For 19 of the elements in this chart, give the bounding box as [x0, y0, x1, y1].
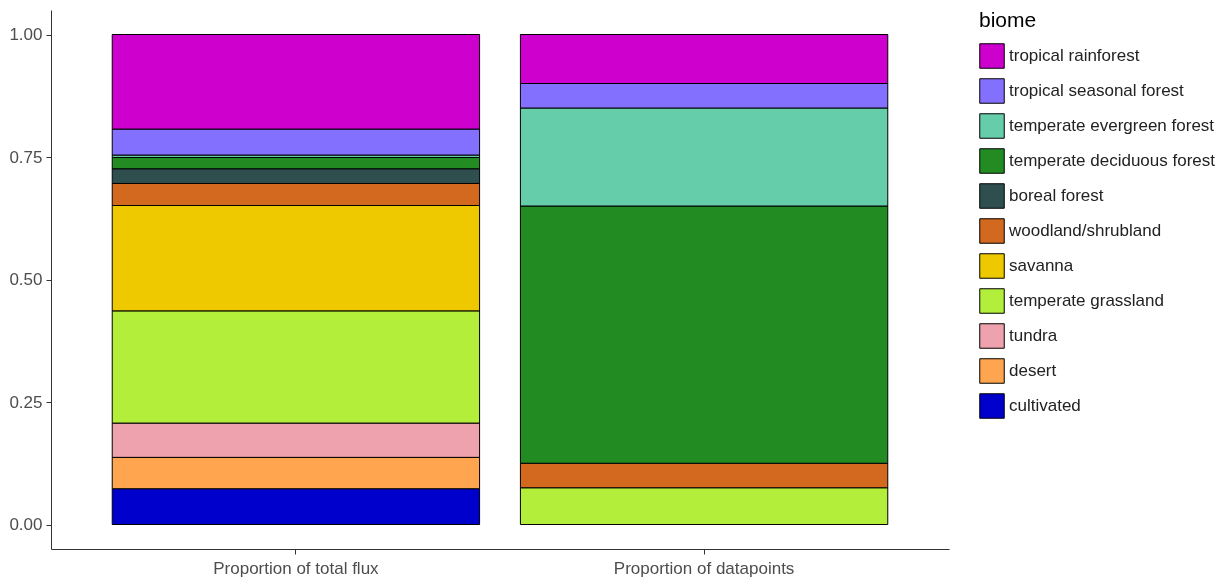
legend-label: temperate grassland	[1009, 291, 1164, 310]
legend-label: boreal forest	[1009, 186, 1104, 205]
legend-label: desert	[1009, 361, 1057, 380]
x-tick-label: Proportion of total flux	[213, 558, 380, 578]
legend-label: tropical seasonal forest	[1009, 81, 1185, 100]
legend-label: tropical rainforest	[1009, 46, 1140, 65]
legend-title: biome	[979, 8, 1037, 31]
legend-label: cultivated	[1009, 396, 1081, 415]
legend-label: tundra	[1009, 326, 1058, 345]
x-tick-label: Proportion of datapoints	[613, 558, 795, 578]
y-tick-label: 1.00	[9, 25, 43, 44]
y-tick-label: 0.00	[9, 515, 43, 534]
y-tick-label: 0.50	[9, 270, 43, 289]
legend-label: woodland/shrubland	[1008, 221, 1162, 240]
y-tick-label: 0.75	[9, 147, 43, 167]
legend-label: savanna	[1009, 256, 1074, 275]
legend-label: temperate deciduous forest	[1009, 151, 1216, 170]
legend-label: temperate evergreen forest	[1009, 116, 1215, 135]
y-tick-label: 0.25	[9, 392, 43, 412]
